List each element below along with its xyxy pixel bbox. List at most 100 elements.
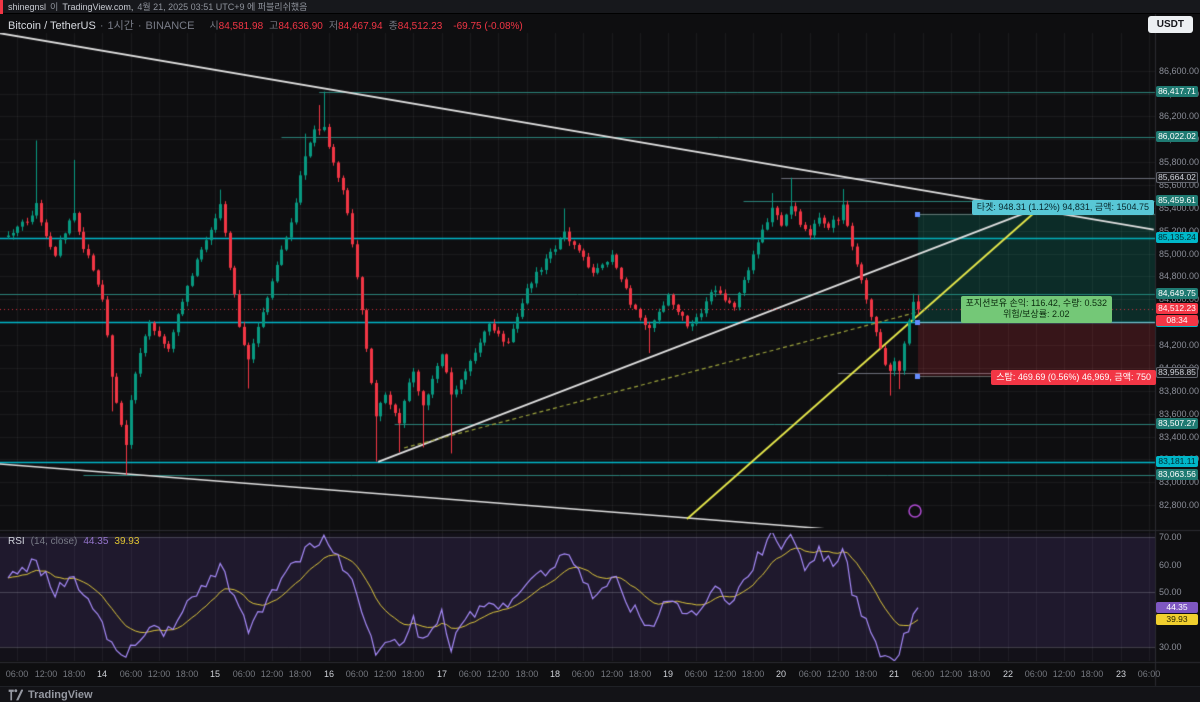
- open-label: 시: [209, 21, 219, 32]
- time-tick: 18:00: [62, 669, 86, 679]
- price-tick: 83,400.00: [1159, 432, 1200, 442]
- price-tick: 85,800.00: [1159, 157, 1200, 167]
- time-tick: 15: [209, 669, 221, 679]
- low-label: 저: [328, 21, 339, 32]
- time-tick: 12:00: [939, 669, 963, 679]
- time-tick: 14: [96, 669, 108, 679]
- time-tick: 18:00: [967, 669, 991, 679]
- rsi-ma-value: 39.93: [114, 536, 140, 547]
- rsi-params: (14, close): [30, 536, 78, 547]
- price-level-badge[interactable]: 85,135.24: [1156, 232, 1198, 243]
- price-level-badge[interactable]: 83,958.85: [1156, 367, 1198, 378]
- ohlc-values: 시84,581.98 고84,636.90 저84,467.94 종84,512…: [204, 17, 442, 32]
- legend-separator: ·: [137, 20, 142, 32]
- price-tick: 84,800.00: [1159, 271, 1200, 281]
- time-tick: 06:00: [571, 669, 595, 679]
- price-tick: 85,400.00: [1159, 203, 1200, 213]
- time-tick: 18:00: [401, 669, 425, 679]
- legend-separator: ·: [99, 20, 104, 32]
- rsi-value-badge: 44.35: [1156, 602, 1198, 613]
- rsi-tick: 30.00: [1159, 642, 1182, 652]
- time-tick: 17: [436, 669, 448, 679]
- price-level-badge[interactable]: 83,181.11: [1156, 456, 1198, 467]
- time-tick: 12:00: [34, 669, 58, 679]
- price-tick: 83,600.00: [1159, 409, 1200, 419]
- publish-username-link[interactable]: shinegnsl: [8, 1, 47, 12]
- time-tick: 12:00: [147, 669, 171, 679]
- price-level-badge[interactable]: 83,063.56: [1156, 469, 1198, 480]
- price-tick: 85,000.00: [1159, 249, 1200, 259]
- position-target-label[interactable]: 타겟: 948.31 (1.12%) 94,831, 금액: 1504.75: [971, 200, 1154, 216]
- price-level-badge[interactable]: 85,664.02: [1156, 172, 1198, 183]
- price-level-badge[interactable]: 83,507.27: [1156, 418, 1198, 429]
- time-tick: 18:00: [515, 669, 539, 679]
- time-tick: 20: [775, 669, 787, 679]
- last-price-badge: 84,512.23: [1156, 303, 1198, 314]
- symbol-legend: Bitcoin / TetherUS · 1시간 · BINANCE 시84,5…: [8, 17, 523, 33]
- time-tick: 12:00: [1052, 669, 1076, 679]
- time-tick: 22: [1002, 669, 1014, 679]
- time-tick: 06:00: [345, 669, 369, 679]
- price-tick: 84,200.00: [1159, 340, 1200, 350]
- time-tick: 06:00: [232, 669, 256, 679]
- price-tick: 84,600.00: [1159, 294, 1200, 304]
- rsi-tick: 50.00: [1159, 587, 1182, 597]
- time-tick: 19: [662, 669, 674, 679]
- publish-text-rest: 4월 21, 2025 03:51 UTC+9 에 퍼블리쉬했음: [137, 2, 308, 12]
- time-tick: 12:00: [260, 669, 284, 679]
- publish-bar: shinegnsl 이 TradingView.com, 4월 21, 2025…: [0, 0, 1200, 14]
- time-tick: 06:00: [911, 669, 935, 679]
- price-level-badge[interactable]: 86,417.71: [1156, 86, 1198, 97]
- time-tick: 18:00: [741, 669, 765, 679]
- rsi-tick: 60.00: [1159, 560, 1182, 570]
- time-tick: 16: [323, 669, 335, 679]
- rsi-tick: 70.00: [1159, 532, 1182, 542]
- price-tick: 85,200.00: [1159, 226, 1200, 236]
- time-tick: 12:00: [486, 669, 510, 679]
- time-tick: 21: [888, 669, 900, 679]
- time-tick: 06:00: [119, 669, 143, 679]
- time-tick: 06:00: [798, 669, 822, 679]
- close-value: 84,512.23: [397, 21, 443, 32]
- open-value: 84,581.98: [218, 21, 264, 32]
- publish-site-link[interactable]: TradingView.com,: [62, 1, 134, 12]
- exchange-label[interactable]: BINANCE: [145, 20, 195, 32]
- price-tick: 86,200.00: [1159, 111, 1200, 121]
- symbol-name[interactable]: Bitcoin / TetherUS: [8, 20, 96, 32]
- time-tick: 18:00: [1080, 669, 1104, 679]
- rsi-legend: RSI (14, close) 44.35 39.93: [8, 536, 139, 547]
- price-level-badge[interactable]: 86,022.02: [1156, 131, 1198, 142]
- price-tick: 83,800.00: [1159, 386, 1200, 396]
- publish-text-mid: 이: [50, 2, 59, 12]
- time-tick: 12:00: [713, 669, 737, 679]
- time-tick: 06:00: [1024, 669, 1048, 679]
- footer-brand[interactable]: TradingView: [28, 688, 93, 701]
- low-value: 84,467.94: [338, 21, 383, 32]
- price-tick: 86,600.00: [1159, 66, 1200, 76]
- time-tick: 18:00: [628, 669, 652, 679]
- footer-bar: TradingView: [0, 686, 1200, 702]
- time-tick: 18:00: [288, 669, 312, 679]
- price-tick: 83,000.00: [1159, 477, 1200, 487]
- high-value: 84,636.90: [278, 21, 323, 32]
- rsi-ma-badge: 39.93: [1156, 614, 1198, 625]
- currency-toggle-button[interactable]: USDT: [1147, 16, 1193, 33]
- time-tick: 23: [1115, 669, 1127, 679]
- rsi-title[interactable]: RSI: [8, 536, 25, 547]
- interval-label[interactable]: 1시간: [107, 20, 134, 32]
- position-pnl-label[interactable]: 포지션보유 손익: 116.42, 수량: 0.532 위험/보상률: 2.02: [960, 296, 1112, 323]
- time-tick: 18:00: [175, 669, 199, 679]
- tradingview-logo-icon[interactable]: [8, 688, 23, 701]
- publish-accent-bar: [0, 0, 3, 14]
- price-level-badge[interactable]: 85,459.61: [1156, 195, 1198, 206]
- position-stop-label[interactable]: 스탑: 469.69 (0.56%) 46,969, 금액: 750: [991, 370, 1156, 386]
- price-tick: 85,600.00: [1159, 180, 1200, 190]
- close-label: 종: [388, 21, 398, 32]
- change-value: -69.75 (-0.08%): [453, 21, 523, 32]
- price-level-badge[interactable]: 84,649.75: [1156, 288, 1198, 299]
- rsi-value: 44.35: [83, 536, 109, 547]
